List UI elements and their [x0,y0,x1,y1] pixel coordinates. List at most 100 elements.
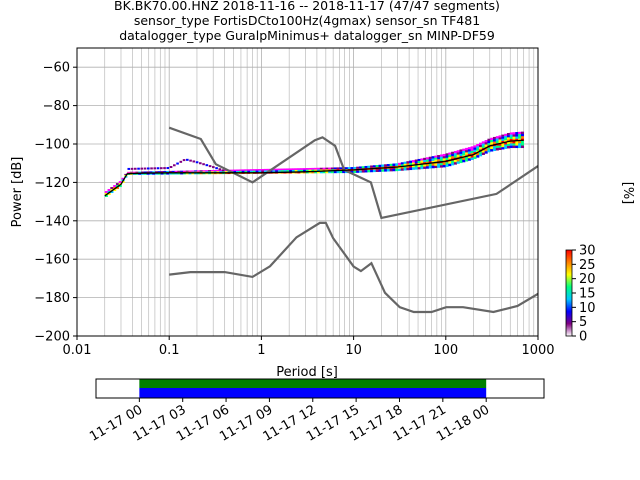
density-cell [160,173,164,175]
density-cell [171,170,175,173]
density-cell [434,157,438,160]
density-cell [143,171,147,173]
density-cell [456,152,460,155]
density-cell [495,145,499,149]
density-cell [124,173,128,176]
density-cell [417,167,421,170]
density-cell [241,169,245,172]
noise-models [168,126,538,314]
density-cell [252,170,256,173]
density-cell [434,155,438,158]
density-cell [367,165,371,169]
density-cell [462,150,466,154]
density-cell [467,151,471,155]
density-cell [152,173,156,175]
density-cell [481,150,485,153]
density-cell [462,159,466,163]
density-cell [417,165,421,168]
density-cell [504,140,508,143]
density-cell [255,169,259,171]
density-cell [213,169,217,172]
density-cell [487,149,491,153]
density-cell [509,141,513,144]
density-cell [236,169,240,172]
density-cell [286,170,290,172]
y-axis: −60 −80 −100 −120 −140 −160 −180 −200 [34,61,77,345]
density-cell [423,166,427,169]
density-cell [487,147,491,151]
density-cell [353,170,357,173]
density-cell [437,165,441,168]
density-cell [425,159,430,162]
density-cell [185,170,189,172]
density-cell [406,165,410,169]
density-cell [479,151,483,155]
density-cell [495,147,499,151]
density-cell [515,136,519,139]
density-cell [473,149,477,153]
colorbar-scale [565,249,573,337]
density-cell [414,167,418,170]
density-cell [501,147,505,150]
density-cell [411,160,416,163]
density-cell [451,156,455,159]
density-cell [286,168,290,171]
density-cell [336,167,340,170]
density-cell [459,149,463,152]
density-cell [199,172,203,175]
density-cell [115,183,120,186]
density-cell [308,169,312,172]
density-cell [146,173,150,175]
density-cell [476,146,480,149]
density-cell [439,156,444,159]
density-cell [195,161,199,164]
density-cell [143,173,147,175]
density-cell [403,168,407,171]
density-cell [216,169,220,172]
density-cell [308,167,312,170]
density-cell [442,164,446,168]
density-cell [423,164,427,167]
density-cell [448,161,452,164]
density-cell [289,170,293,172]
density-cell [107,189,111,192]
density-cell [448,152,452,155]
density-cell [509,143,513,146]
density-cell [378,169,382,172]
density-cell [462,148,466,152]
density-cell [107,192,111,195]
density-cell [479,142,483,146]
density-cell [439,165,444,168]
density-cell [215,167,218,170]
density-cell [176,162,179,165]
density-cell [336,171,340,174]
density-cell [445,164,449,167]
density-cell [297,169,301,172]
density-cell [283,168,287,171]
density-cell [311,171,315,174]
density-cell [333,171,337,174]
density-cell [389,168,393,172]
density-cell [504,138,508,141]
density-cell [266,168,270,171]
density-cell [205,172,209,175]
density-cell [113,185,117,188]
density-cell [372,165,376,168]
density-cell [317,171,321,174]
density-cell [434,163,438,167]
density-cell [476,152,480,156]
density-cell [375,164,379,168]
density-cell [481,145,485,149]
density-cell [428,159,432,162]
density-cell [504,133,508,137]
density-cell [364,165,368,169]
density-cell [381,164,385,168]
density-cell [398,164,402,167]
density-cell [261,170,265,173]
density-cell [459,153,463,157]
density-cell [414,165,418,168]
density-cell [135,171,139,173]
plot-area [77,48,538,336]
density-cell [219,169,223,172]
density-cell [479,153,483,157]
